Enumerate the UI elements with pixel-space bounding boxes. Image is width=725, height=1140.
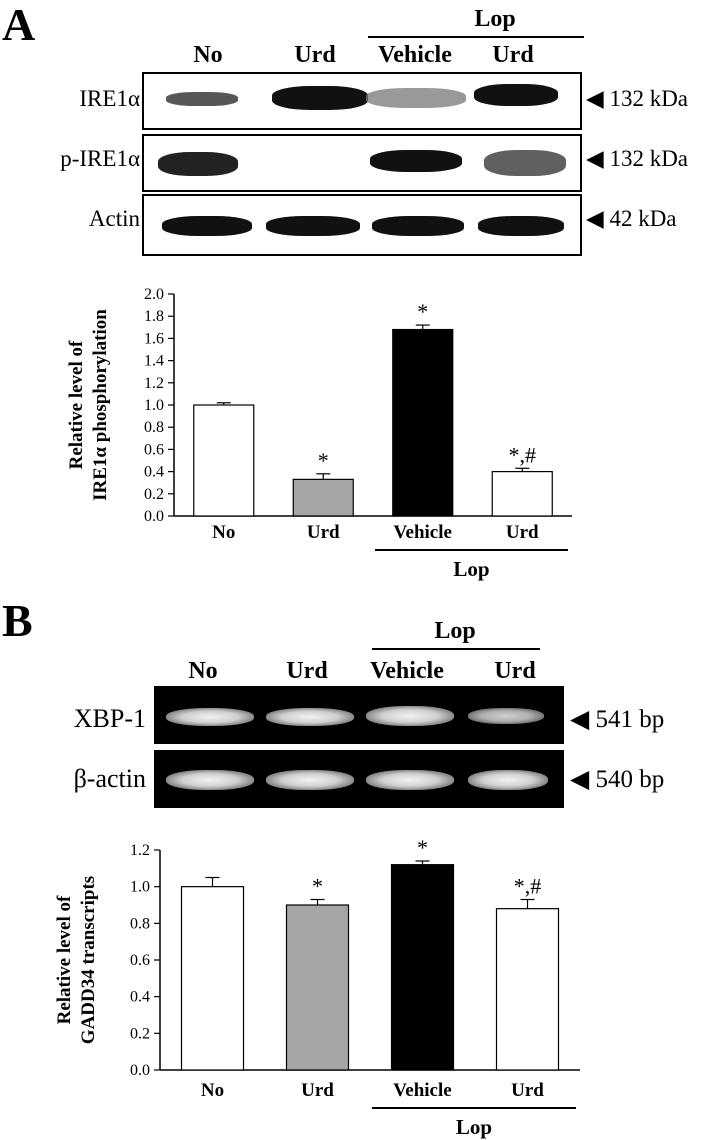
group-label: Lop <box>453 557 489 581</box>
y-tick-label: 1.8 <box>144 308 164 325</box>
x-tick-label: Vehicle <box>393 1080 451 1101</box>
y-axis-label-line1: Relative level of <box>66 340 87 469</box>
y-tick-label: 1.4 <box>144 353 164 370</box>
panel-b-lane-no: No <box>188 658 218 684</box>
gel-xbp1 <box>154 686 564 744</box>
panel-a-lane-vehicle: Vehicle <box>378 42 452 68</box>
blot-row-label-p-ire1a: p-IRE1α <box>60 146 140 171</box>
panel-b-letter: B <box>2 595 33 646</box>
panel-a-lane-urd: Urd <box>294 42 336 68</box>
panel-b-lane-vehicle: Vehicle <box>370 658 444 684</box>
y-tick-label: 1.6 <box>144 330 164 347</box>
gel-beta-actin <box>154 750 564 808</box>
panel-b-lane-urd: Urd <box>286 658 328 684</box>
panel-a-group-label: Lop <box>474 6 516 32</box>
panel-a-lane-no: No <box>193 42 223 68</box>
panel-b-group-rule <box>372 648 540 650</box>
panel-a-letter: A <box>2 0 36 50</box>
blot-p-ire1a <box>142 134 582 192</box>
significance-label: * <box>417 299 428 324</box>
x-tick-label: No <box>201 1080 224 1101</box>
y-tick-label: 0.0 <box>130 1062 150 1079</box>
y-tick-label: 0.8 <box>144 419 164 436</box>
bar <box>193 404 255 517</box>
x-tick-label: Urd <box>511 1080 544 1101</box>
group-label: Lop <box>456 1115 492 1139</box>
x-tick-label: Vehicle <box>394 522 452 543</box>
bar <box>180 886 245 1071</box>
blot-size-actin: ◀ 42 kDa <box>586 206 677 231</box>
y-tick-label: 0.6 <box>130 952 150 969</box>
y-tick-label: 0.4 <box>144 464 164 481</box>
y-tick-label: 0.0 <box>144 508 164 525</box>
x-tick-label: Urd <box>307 522 340 543</box>
chart-a: 0.0 0.2 0.4 0.6 0.8 1.0 1.2 1.4 1.6 1.8 2.0 No * Urd *… <box>66 286 572 581</box>
panel-a-group-rule <box>368 36 584 38</box>
gel-size-beta-actin: ◀ 540 bp <box>570 766 665 793</box>
y-tick-label: 1.2 <box>144 375 164 392</box>
blot-row-label-actin: Actin <box>88 206 140 231</box>
blot-ire1a <box>142 72 582 130</box>
significance-label: *,# <box>514 874 542 899</box>
y-tick-label: 0.4 <box>130 989 150 1006</box>
bar <box>495 908 560 1071</box>
panel-b-lane-lop-urd: Urd <box>494 658 536 684</box>
bar <box>390 864 455 1071</box>
panel-b-group-label: Lop <box>434 618 476 644</box>
blot-row-label-ire1a: IRE1α <box>79 86 140 111</box>
bar <box>392 328 454 517</box>
x-tick-label: Urd <box>301 1080 334 1101</box>
gel-row-label-beta-actin: β-actin <box>73 764 146 793</box>
y-tick-label: 1.2 <box>130 842 150 859</box>
bar <box>491 471 553 517</box>
significance-label: *,# <box>509 442 537 467</box>
significance-label: * <box>312 874 323 899</box>
x-tick-label: No <box>212 522 235 543</box>
significance-label: * <box>318 448 329 473</box>
bar <box>285 904 350 1071</box>
significance-label: * <box>417 835 428 860</box>
y-axis-label-line2: IRE1α phosphorylation <box>90 309 111 501</box>
y-axis-label-line2: GADD34 transcripts <box>78 876 99 1044</box>
bar <box>292 478 354 517</box>
blot-size-ire1a: ◀ 132 kDa <box>586 86 689 111</box>
y-tick-label: 1.0 <box>144 397 164 414</box>
y-tick-label: 1.0 <box>130 879 150 896</box>
panel-a-lane-lop-urd: Urd <box>492 42 534 68</box>
gel-size-xbp1: ◀ 541 bp <box>570 706 665 733</box>
blot-actin <box>142 194 582 256</box>
blot-size-p-ire1a: ◀ 132 kDa <box>586 146 689 171</box>
y-tick-label: 2.0 <box>144 286 164 303</box>
y-tick-label: 0.2 <box>130 1025 150 1042</box>
gel-row-label-xbp1: XBP-1 <box>73 704 146 733</box>
y-tick-label: 0.6 <box>144 441 164 458</box>
y-tick-label: 0.8 <box>130 915 150 932</box>
y-tick-label: 0.2 <box>144 486 164 503</box>
chart-b: 0.0 0.2 0.4 0.6 0.8 1.0 1.2 No * Urd * Vehicle *,# Ur… <box>54 835 580 1139</box>
x-tick-label: Urd <box>506 522 539 543</box>
y-axis-label-line1: Relative level of <box>54 895 75 1024</box>
